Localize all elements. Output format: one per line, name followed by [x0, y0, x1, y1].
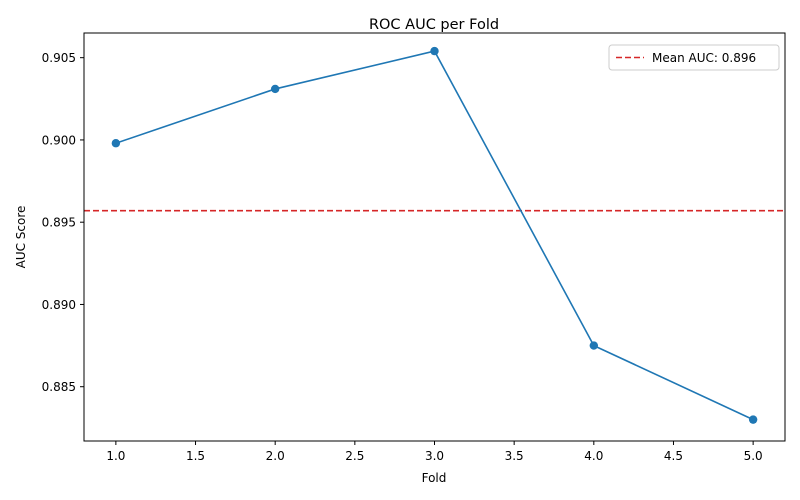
axes-frame	[83, 32, 786, 442]
x-tick-label: 2.0	[266, 449, 285, 463]
x-tick-label: 2.5	[345, 449, 364, 463]
y-tick-label: 0.905	[42, 51, 76, 65]
y-axis-label: AUC Score	[14, 206, 28, 269]
auc-point-fold-3	[430, 46, 439, 56]
x-axis: 1.0 1.5 2.0 2.5 3.0 3.5 4.0 4.5 5.0	[106, 441, 763, 463]
y-tick-label: 0.895	[42, 216, 76, 230]
legend: Mean AUC: 0.896	[608, 44, 780, 71]
y-tick-label: 0.885	[42, 380, 76, 394]
y-tick-label: 0.900	[42, 133, 76, 147]
auc-point-fold-2	[270, 84, 280, 94]
x-tick-label: 4.5	[664, 449, 683, 463]
x-tick-label: 1.0	[106, 449, 125, 463]
y-axis: 0.885 0.890 0.895 0.900 0.905	[42, 51, 84, 394]
y-tick-label: 0.890	[42, 298, 76, 312]
auc-series-line	[115, 50, 754, 421]
legend-box	[608, 44, 780, 71]
x-axis-label: Fold	[422, 471, 447, 485]
chart-title: ROC AUC per Fold	[369, 17, 499, 33]
x-tick-label: 3.0	[425, 449, 444, 463]
plot-area	[84, 46, 785, 424]
x-tick-label: 5.0	[744, 449, 763, 463]
auc-point-fold-4	[589, 341, 599, 350]
auc-point-fold-5	[748, 415, 758, 424]
auc-point-fold-1	[111, 139, 121, 148]
x-tick-label: 3.5	[505, 449, 524, 463]
x-tick-label: 1.5	[186, 449, 205, 463]
x-tick-label: 4.0	[584, 449, 603, 463]
legend-label-mean-auc: Mean AUC: 0.896	[652, 51, 756, 65]
